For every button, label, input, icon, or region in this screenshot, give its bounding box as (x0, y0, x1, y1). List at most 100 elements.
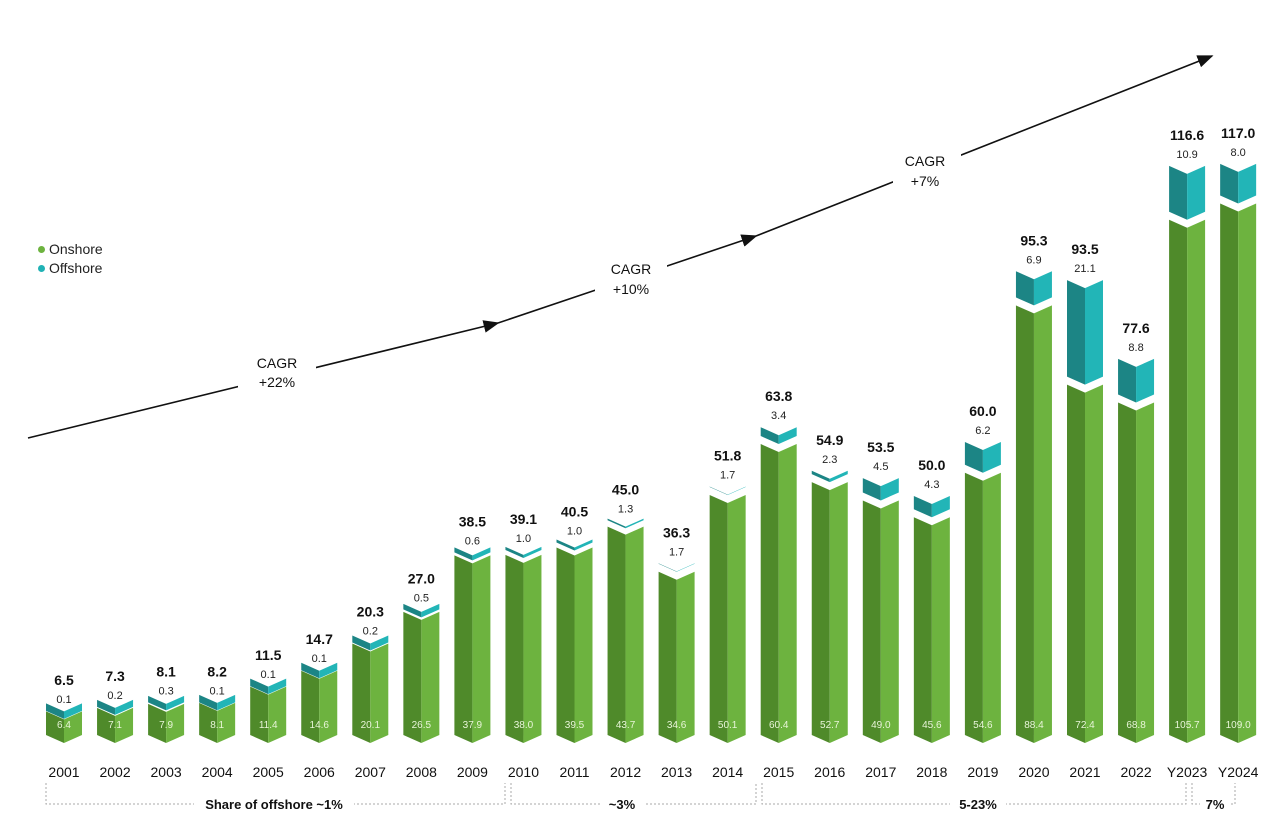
bar-offshore-2019 (964, 442, 1001, 473)
offshore-value-label: 0.1 (261, 669, 276, 681)
bar-2013: 34.6 1.7 36.3 (658, 524, 695, 743)
share-label-4: 7% (1206, 797, 1225, 812)
bar-onshore-2006 (301, 670, 338, 743)
onshore-value-label: 60.4 (769, 720, 789, 731)
offshore-value-label: 21.1 (1074, 263, 1095, 275)
offshore-dot-icon (38, 265, 45, 272)
bar-2017: 49.0 4.5 53.5 (862, 439, 899, 743)
onshore-value-label: 54.6 (973, 720, 993, 731)
total-value-label: 7.3 (105, 668, 125, 684)
category-label: 2004 (202, 764, 233, 780)
share-label-1: Share of offshore ~1% (205, 797, 343, 812)
category-label: 2016 (814, 764, 845, 780)
bar-2001: 6.4 0.1 6.5 (46, 672, 82, 743)
offshore-value-label: 3.4 (771, 410, 786, 422)
bar-offshore-2003 (148, 695, 185, 711)
onshore-value-label: 26.5 (412, 720, 432, 731)
total-value-label: 36.3 (663, 524, 690, 540)
onshore-value-label: 68.8 (1126, 720, 1146, 731)
total-value-label: 50.0 (918, 457, 945, 473)
bar-onshore-2005 (250, 686, 287, 743)
category-label: 2002 (99, 764, 130, 780)
total-value-label: 39.1 (510, 511, 537, 527)
bar-onshore-2018 (913, 517, 950, 743)
bar-offshore-2022 (1118, 358, 1155, 403)
bar-Y2024: 109.0 8.0 117.0 (1220, 125, 1257, 743)
category-label: 2003 (151, 764, 182, 780)
offshore-value-label: 0.2 (107, 690, 122, 702)
total-value-label: 51.8 (714, 448, 741, 464)
offshore-value-label: 0.6 (465, 535, 480, 547)
category-label: 2022 (1120, 764, 1151, 780)
offshore-value-label: 4.5 (873, 461, 888, 473)
category-label: 2011 (559, 764, 589, 780)
bar-2010: 38.0 1.0 39.1 (505, 511, 542, 743)
bar-2021: 72.4 21.1 93.5 (1067, 241, 1103, 743)
bar-onshore-2016 (811, 482, 848, 743)
onshore-dot-icon (38, 246, 45, 253)
legend-item-onshore: Onshore (38, 240, 103, 259)
bar-onshore-2001 (46, 711, 82, 743)
category-label: 2014 (712, 764, 743, 780)
bar-offshore-2016 (811, 470, 848, 483)
offshore-value-label: 1.0 (567, 526, 582, 538)
bar-offshore-2010 (505, 546, 542, 558)
cagr-trend: CAGR +22% CAGR +10% CAGR +7% (27, 55, 1214, 439)
category-label: 2015 (763, 764, 794, 780)
onshore-value-label: 39.5 (565, 720, 585, 731)
bar-offshore-2017 (862, 478, 899, 501)
onshore-value-label: 7.9 (159, 720, 173, 731)
total-value-label: 54.9 (816, 432, 843, 448)
onshore-value-label: 50.1 (718, 720, 738, 731)
cagr-3-value: +7% (911, 173, 939, 189)
bar-onshore-2004 (199, 702, 236, 743)
onshore-value-label: 52.7 (820, 720, 840, 731)
total-value-label: 53.5 (867, 439, 894, 455)
category-label: 2013 (661, 764, 692, 780)
bar-onshore-2009 (454, 555, 491, 743)
share-label-3: 5-23% (959, 797, 997, 812)
onshore-value-label: 11.4 (259, 720, 278, 731)
onshore-value-label: 45.6 (922, 720, 942, 731)
bar-2004: 8.1 0.1 8.2 (199, 663, 236, 743)
bar-offshore-Y2024 (1220, 163, 1257, 204)
bar-onshore-2012 (607, 526, 644, 743)
total-value-label: 40.5 (561, 504, 588, 520)
share-label-2: ~3% (609, 797, 636, 812)
onshore-value-label: 37.9 (463, 720, 483, 731)
total-value-label: 11.5 (255, 647, 282, 663)
bar-offshore-2002 (97, 699, 134, 715)
offshore-value-label: 4.3 (924, 479, 939, 491)
onshore-value-label: 109.0 (1226, 720, 1251, 731)
onshore-value-label: 7.1 (108, 720, 122, 731)
total-value-label: 117.0 (1221, 125, 1255, 141)
offshore-value-label: 0.5 (414, 592, 429, 604)
total-value-label: 63.8 (765, 388, 792, 404)
bar-Y2023: 105.7 10.9 116.6 (1169, 127, 1206, 743)
category-label: 2012 (610, 764, 641, 780)
bar-2015: 60.4 3.4 63.8 (760, 388, 797, 743)
offshore-value-label: 10.9 (1176, 149, 1197, 161)
bar-offshore-2013 (658, 563, 695, 572)
category-label: 2006 (304, 764, 335, 780)
onshore-value-label: 38.0 (514, 720, 534, 731)
category-label: 2010 (508, 764, 539, 780)
bar-offshore-2009 (454, 547, 491, 561)
bar-offshore-2014 (709, 486, 746, 496)
category-label: Y2023 (1167, 764, 1208, 780)
bar-offshore-Y2023 (1169, 165, 1206, 220)
offshore-value-label: 1.7 (669, 546, 684, 558)
bar-2007: 20.1 0.2 20.3 (352, 604, 389, 743)
bar-onshore-2002 (97, 707, 134, 743)
bar-onshore-Y2024 (1220, 203, 1257, 743)
bar-onshore-2021 (1067, 384, 1103, 743)
onshore-value-label: 105.7 (1175, 720, 1200, 731)
offshore-value-label: 1.3 (618, 503, 633, 515)
offshore-value-label: 8.8 (1128, 342, 1143, 354)
onshore-value-label: 20.1 (361, 720, 381, 731)
offshore-value-label: 6.2 (975, 425, 990, 437)
onshore-value-label: 72.4 (1075, 720, 1095, 731)
total-value-label: 60.0 (969, 403, 996, 419)
cagr-2-title: CAGR (611, 261, 651, 277)
bar-2014: 50.1 1.7 51.8 (709, 448, 746, 743)
